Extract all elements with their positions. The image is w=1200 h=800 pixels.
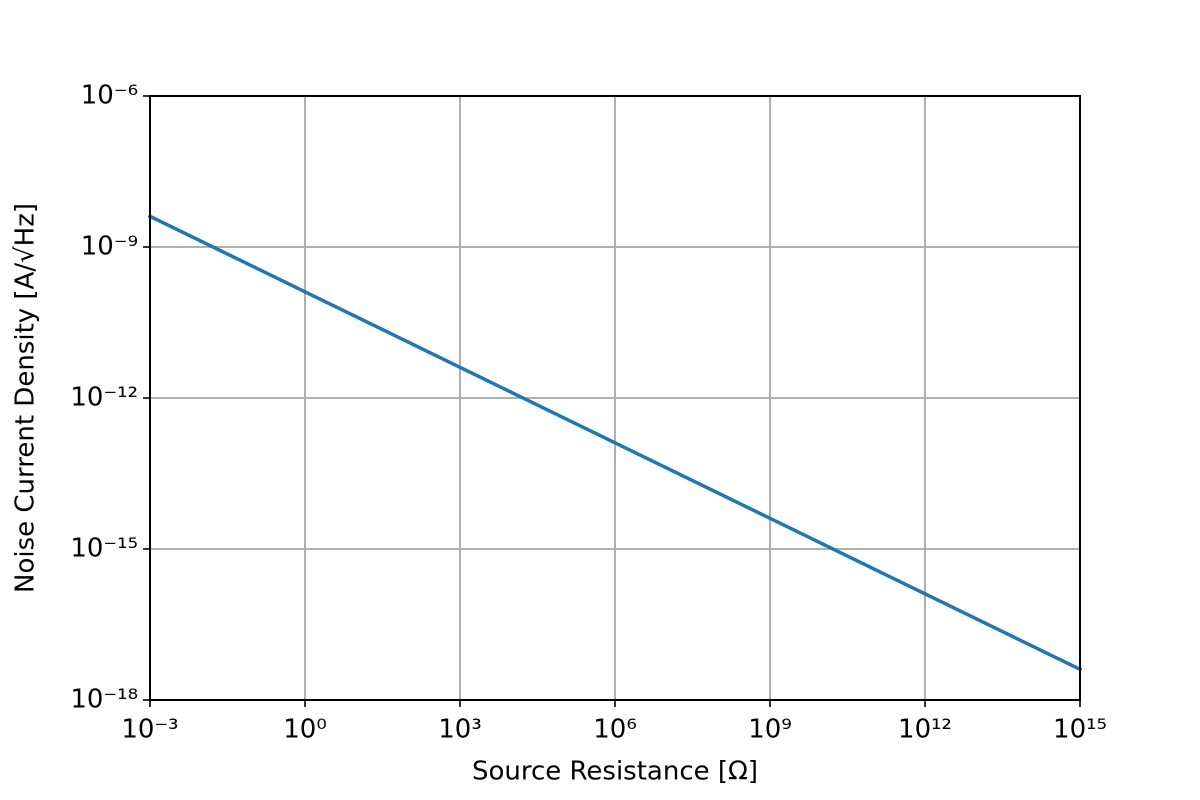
x-tick-label: 10³ bbox=[438, 715, 482, 745]
x-tick-label: 10⁹ bbox=[748, 715, 792, 745]
y-tick-label: 10⁻¹² bbox=[70, 383, 138, 413]
x-tick-label: 10⁶ bbox=[593, 715, 637, 745]
x-tick-label: 10¹⁵ bbox=[1053, 715, 1107, 745]
y-axis-label: Noise Current Density [A/√Hz] bbox=[11, 203, 41, 593]
x-axis-label: Source Resistance [Ω] bbox=[472, 757, 758, 787]
data-line bbox=[147, 213, 1083, 672]
y-tick-label: 10⁻⁶ bbox=[81, 81, 138, 111]
x-tick-label: 10⁰ bbox=[283, 715, 327, 745]
x-tick-label: 10¹² bbox=[898, 715, 952, 745]
y-tick-label: 10⁻⁹ bbox=[81, 232, 138, 262]
y-tick-label: 10⁻¹⁵ bbox=[70, 534, 138, 564]
y-tick-label: 10⁻¹⁸ bbox=[70, 685, 138, 715]
plot-frame bbox=[149, 95, 1081, 701]
x-tick-label: 10⁻³ bbox=[121, 715, 178, 745]
